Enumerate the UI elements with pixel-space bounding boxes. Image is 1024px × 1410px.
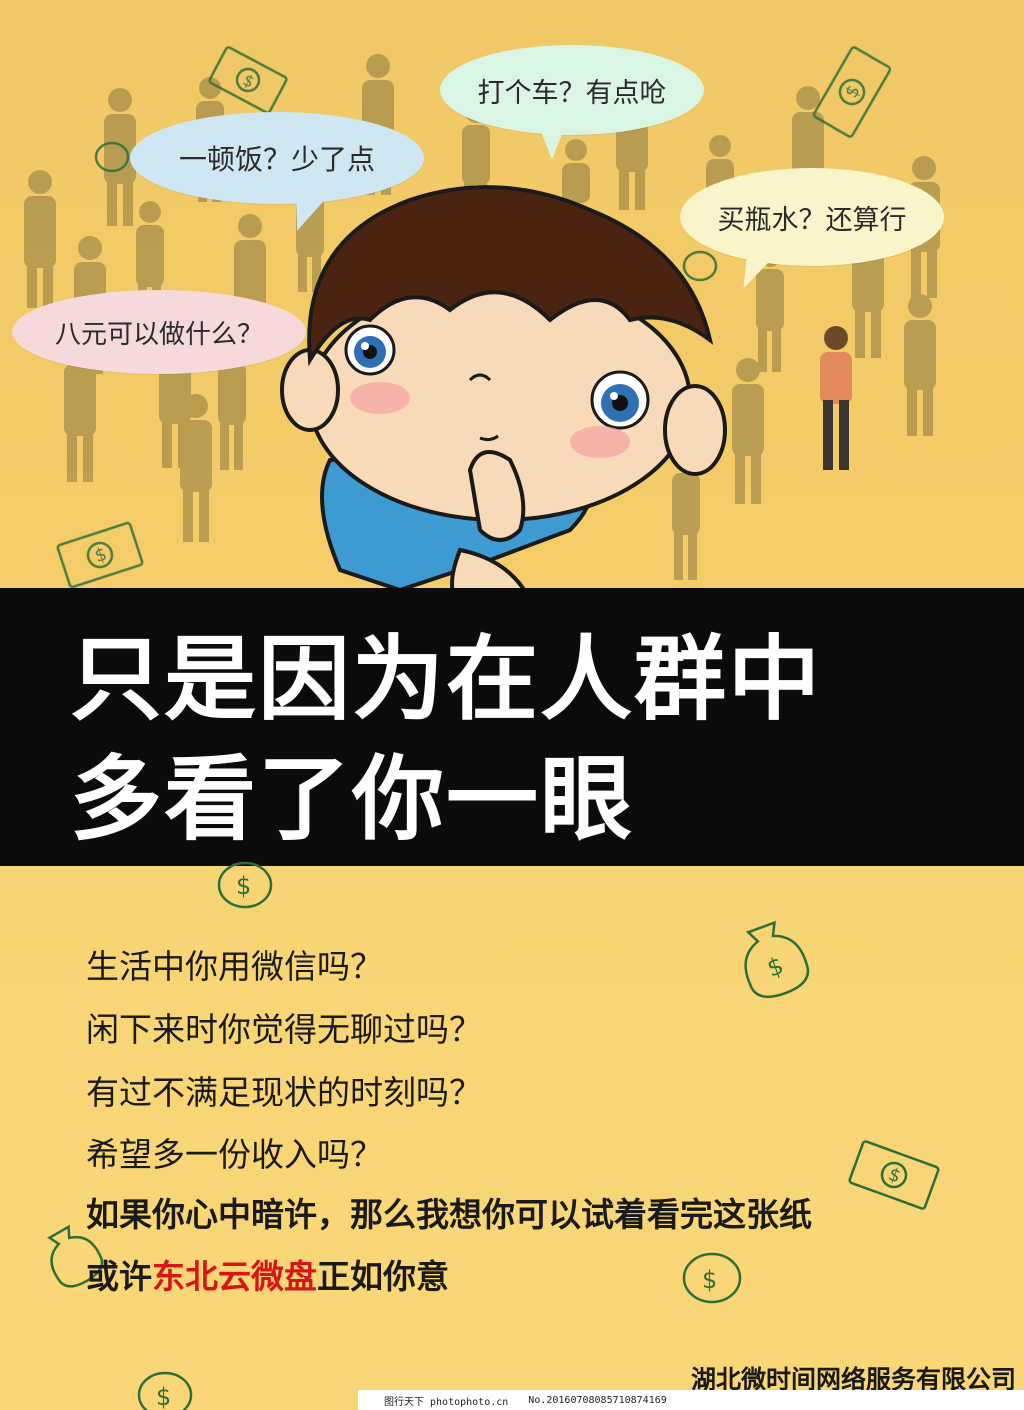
person-orange-shirt: [820, 326, 852, 470]
headline-line-2: 多看了你一眼: [70, 746, 635, 853]
person-figure: [732, 358, 764, 504]
svg-text:$: $: [156, 1383, 171, 1410]
coin-icon: [682, 250, 718, 282]
person-figure: [904, 294, 936, 436]
watermark-number: No.20160708085710874169: [528, 1394, 667, 1406]
money-bag-icon: [47, 1224, 104, 1288]
money-doodles: $ $ $ $ $: [47, 861, 940, 1410]
statement-read-on: 如果你心中暗许，那么我想你可以试着看完这张纸: [86, 1195, 812, 1234]
svg-text:$: $: [702, 1266, 717, 1294]
money-bag-icon: $: [744, 920, 810, 999]
person-figure: [104, 88, 136, 226]
brand-name: 东北云微盘: [152, 1257, 317, 1296]
statement-brand: 或许东北云微盘正如你意: [86, 1250, 449, 1298]
watermark-footer: 图行天下 photophoto.cn No.201607080857108741…: [358, 1390, 1024, 1410]
headline-line-1: 只是因为在人群中: [70, 626, 823, 733]
statement-brand-suffix: 正如你意: [317, 1257, 449, 1296]
question-bored: 闲下来时你觉得无聊过吗？: [86, 1010, 482, 1049]
banknote-icon: $: [848, 1140, 940, 1210]
person-figure: [562, 139, 590, 203]
banknote-icon: $: [812, 46, 892, 138]
person-figure: [24, 170, 56, 308]
question-unsatisfied: 有过不满足现状的时刻吗？: [86, 1073, 482, 1112]
coin-icon: $: [682, 1252, 742, 1304]
company-name: 湖北微时间网络服务有限公司: [690, 1365, 1016, 1394]
headline-banner: [0, 588, 1024, 866]
speech-bubble-taxi: 打个车？有点呛: [440, 45, 704, 159]
question-wechat: 生活中你用微信吗？: [86, 947, 383, 986]
coin-icon: $: [217, 861, 273, 909]
speech-bubble-meal: 一顿饭？少了点: [130, 112, 424, 237]
coin-icon: [94, 141, 130, 173]
speech-bubble-water-text: 买瓶水？还算行: [717, 204, 907, 236]
banknote-icon: $: [56, 521, 144, 589]
speech-bubble-eight-yuan: 八元可以做什么？: [12, 290, 306, 374]
statement-brand-prefix: 或许: [86, 1257, 152, 1296]
speech-bubble-water: 买瓶水？还算行: [680, 168, 944, 295]
svg-text:$: $: [92, 543, 109, 567]
question-extra-income: 希望多一份收入吗？: [86, 1135, 383, 1174]
speech-bubble-meal-text: 一顿饭？少了点: [178, 143, 375, 176]
svg-text:$: $: [236, 872, 251, 900]
coin-icon: $: [137, 1371, 193, 1410]
person-figure: [180, 394, 212, 542]
watermark-site: 图行天下 photophoto.cn: [384, 1396, 509, 1408]
speech-bubble-eight-yuan-text: 八元可以做什么？: [54, 319, 263, 350]
cartoon-boy: [280, 185, 727, 616]
svg-text:$: $: [763, 951, 787, 983]
speech-bubble-taxi-text: 打个车？有点呛: [477, 77, 667, 109]
